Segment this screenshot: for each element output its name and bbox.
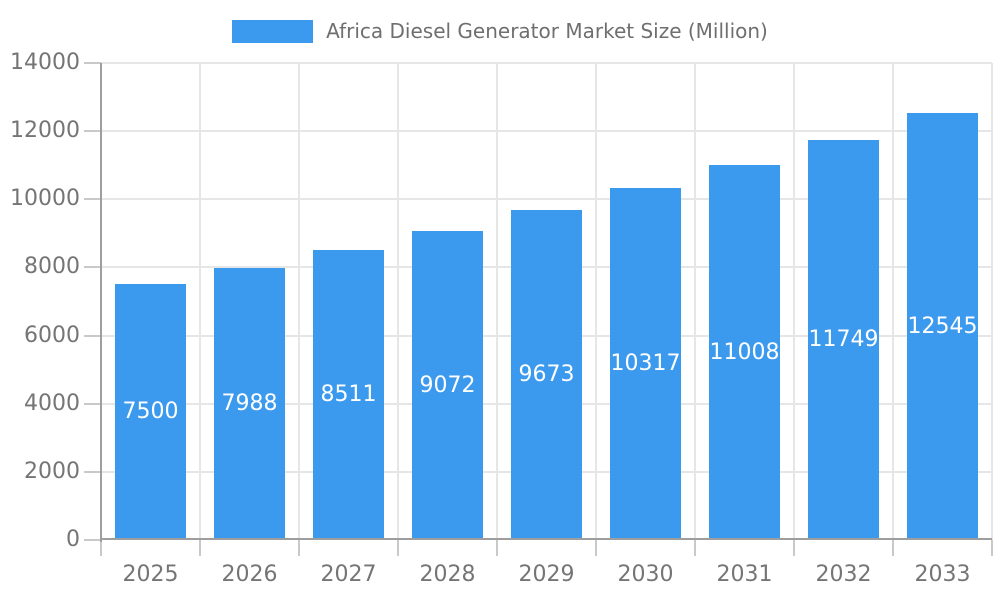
bar-2025	[115, 284, 186, 540]
y-tick	[84, 198, 101, 200]
x-gridline	[595, 63, 597, 540]
x-tick	[595, 540, 597, 556]
y-gridline	[101, 130, 992, 132]
y-axis-line	[100, 63, 102, 542]
y-gridline	[101, 198, 992, 200]
x-tick	[298, 540, 300, 556]
y-tick	[84, 471, 101, 473]
bar-value-label: 11749	[808, 327, 879, 352]
x-gridline	[991, 63, 993, 540]
x-gridline	[793, 63, 795, 540]
bar-2026	[214, 268, 285, 540]
bar-value-label: 12545	[907, 314, 978, 339]
bar-2032	[808, 140, 879, 540]
x-tick	[793, 540, 795, 556]
legend-swatch	[232, 19, 314, 43]
x-gridline	[298, 63, 300, 540]
bar-2029	[511, 210, 582, 540]
x-tick	[100, 540, 102, 556]
y-axis-label: 0	[66, 527, 80, 552]
x-gridline	[496, 63, 498, 540]
x-tick	[892, 540, 894, 556]
x-axis-label: 2027	[320, 562, 377, 587]
x-tick	[199, 540, 201, 556]
y-tick	[84, 539, 101, 541]
y-tick	[84, 335, 101, 337]
y-axis-label: 10000	[10, 186, 80, 211]
x-axis-label: 2030	[617, 562, 674, 587]
x-gridline	[892, 63, 894, 540]
x-axis-label: 2032	[815, 562, 872, 587]
bar-value-label: 10317	[610, 351, 681, 376]
bar-2030	[610, 188, 681, 540]
x-tick	[694, 540, 696, 556]
bar-2033	[907, 113, 978, 540]
legend-label: Africa Diesel Generator Market Size (Mil…	[326, 19, 768, 43]
chart-legend: Africa Diesel Generator Market Size (Mil…	[0, 13, 1000, 49]
bar-2031	[709, 165, 780, 540]
y-tick	[84, 403, 101, 405]
y-axis-label: 6000	[24, 323, 80, 348]
bar-value-label: 9072	[419, 373, 476, 398]
y-gridline	[101, 62, 992, 64]
x-gridline	[397, 63, 399, 540]
y-axis-label: 4000	[24, 391, 80, 416]
y-axis-label: 2000	[24, 459, 80, 484]
x-axis-label: 2026	[221, 562, 278, 587]
bar-value-label: 7500	[122, 399, 179, 424]
y-axis-label: 8000	[24, 254, 80, 279]
y-axis-label: 14000	[10, 50, 80, 75]
y-axis-label: 12000	[10, 118, 80, 143]
x-gridline	[694, 63, 696, 540]
y-tick	[84, 62, 101, 64]
y-tick	[84, 266, 101, 268]
x-axis-label: 2029	[518, 562, 575, 587]
x-axis-label: 2033	[914, 562, 971, 587]
bar-value-label: 11008	[709, 340, 780, 365]
bar-value-label: 9673	[518, 362, 575, 387]
x-tick	[397, 540, 399, 556]
bar-value-label: 7988	[221, 391, 278, 416]
bar-2027	[313, 250, 384, 540]
x-axis-label: 2028	[419, 562, 476, 587]
x-axis-label: 2025	[122, 562, 179, 587]
x-tick	[496, 540, 498, 556]
x-axis-label: 2031	[716, 562, 773, 587]
bar-2028	[412, 231, 483, 540]
bar-value-label: 8511	[320, 382, 377, 407]
x-axis-line	[101, 538, 992, 540]
x-tick	[991, 540, 993, 556]
x-gridline	[199, 63, 201, 540]
y-tick	[84, 130, 101, 132]
